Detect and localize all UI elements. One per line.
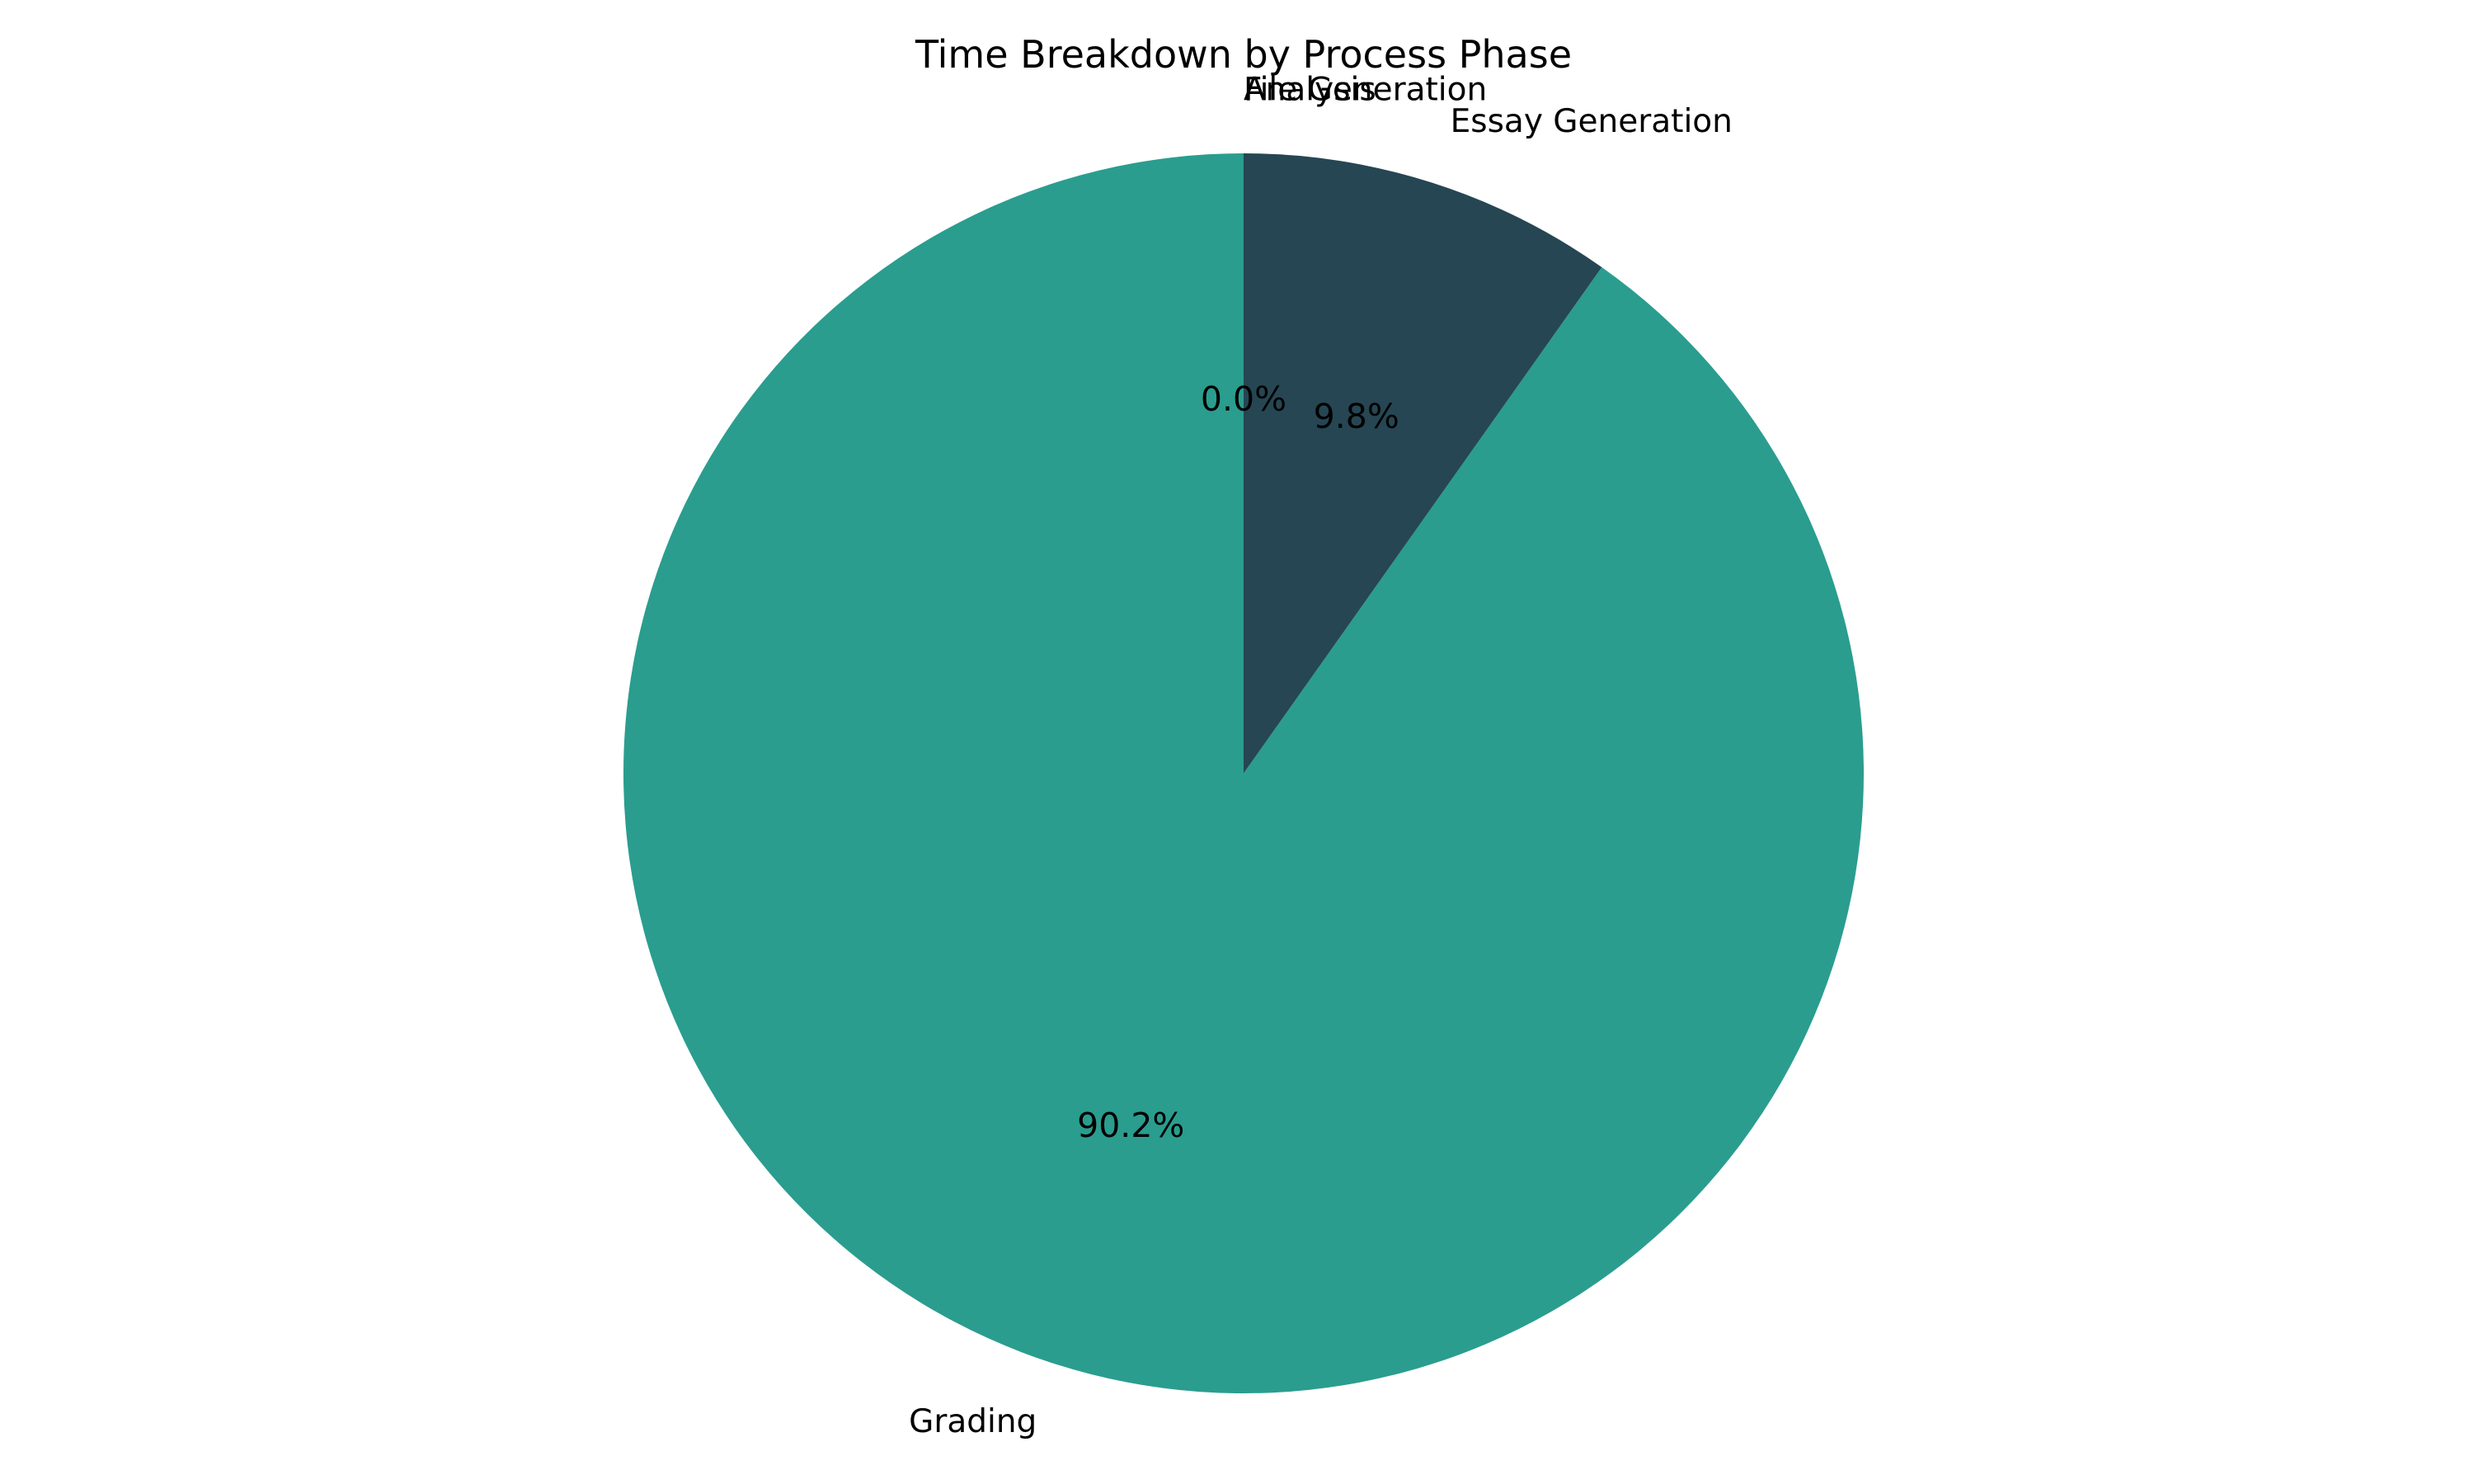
pct-label-analysis: 0.0% <box>1201 379 1286 419</box>
chart-title: Time Breakdown by Process Phase <box>915 32 1572 77</box>
pie-labels: Grading 90.2% Essay Generation 9.8% Analysis… <box>909 71 1733 1440</box>
pie-slice-grading <box>623 153 1864 1394</box>
slice-label-grading: Grading <box>909 1403 1037 1440</box>
slice-label-analysis: Analysis <box>1244 71 1376 108</box>
slice-label-essay-generation: Essay Generation <box>1451 103 1733 140</box>
pie-slice-essay-generation <box>1244 153 1602 773</box>
pct-label-essay-generation: 9.8% <box>1314 397 1399 436</box>
pct-label-grading: 90.2% <box>1077 1106 1184 1145</box>
slice-label-file-generation: File Generation <box>1244 71 1487 108</box>
pie-slices <box>623 153 1864 1394</box>
